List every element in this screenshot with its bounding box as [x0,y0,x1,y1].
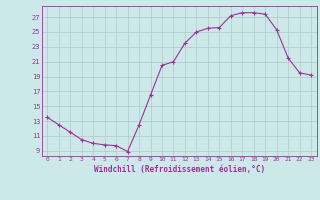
X-axis label: Windchill (Refroidissement éolien,°C): Windchill (Refroidissement éolien,°C) [94,165,265,174]
